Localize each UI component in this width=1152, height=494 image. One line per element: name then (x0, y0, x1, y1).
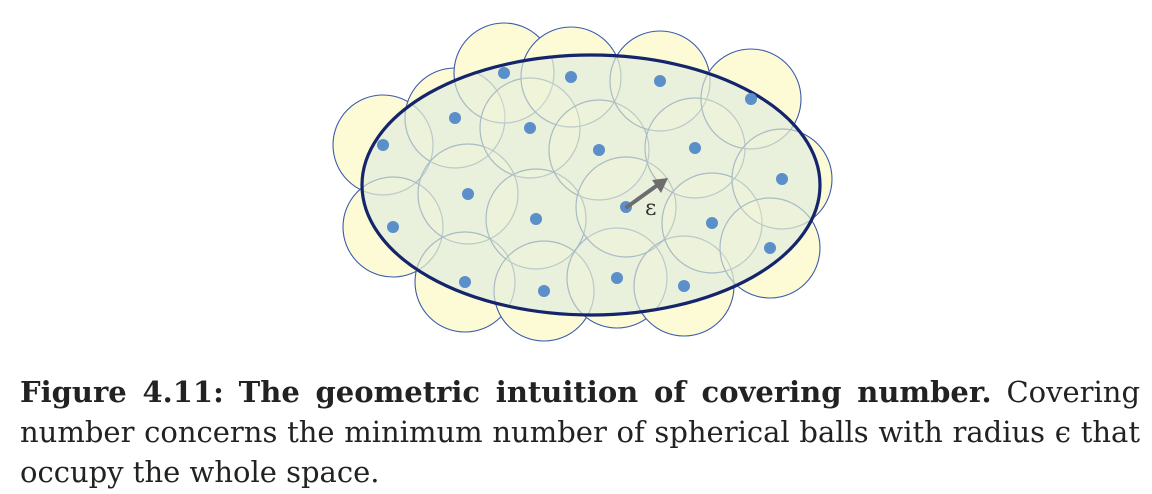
ball-center-9 (538, 285, 550, 297)
ball-center-14 (654, 75, 666, 87)
caption-title: The geometric intuition of covering numb… (238, 375, 992, 409)
ball-center-3 (449, 112, 461, 124)
figure-caption: Figure 4.11: The geometric intuition of … (20, 372, 1140, 492)
ball-center-18 (745, 93, 757, 105)
ball-center-5 (459, 276, 471, 288)
caption-body: Covering number concerns the minimum num… (20, 375, 1141, 489)
ball-center-4 (462, 188, 474, 200)
ball-centers (377, 67, 788, 297)
ball-center-1 (377, 139, 389, 151)
ball-center-6 (498, 67, 510, 79)
space-ellipse-outline (360, 53, 822, 317)
ball-center-8 (530, 213, 542, 225)
radius-arrow (625, 178, 668, 209)
ball-center-10 (565, 71, 577, 83)
ball-center-16 (678, 280, 690, 292)
ball-center-20 (764, 242, 776, 254)
ball-center-11 (593, 144, 605, 156)
covering-number-figure: ε (332, 22, 833, 342)
ball-center-19 (776, 173, 788, 185)
ball-center-7 (524, 122, 536, 134)
epsilon-label: ε (645, 196, 656, 221)
ball-center-12 (611, 272, 623, 284)
ball-center-17 (706, 217, 718, 229)
caption-label: Figure 4.11: (20, 375, 224, 409)
ball-center-2 (387, 221, 399, 233)
ball-center-15 (689, 142, 701, 154)
